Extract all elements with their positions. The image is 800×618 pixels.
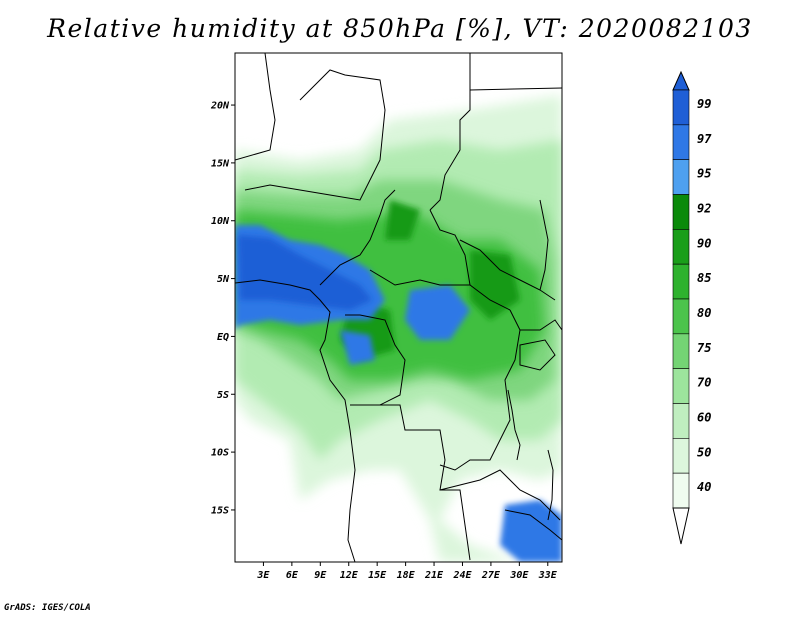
lat-tick-label: 5N [217, 274, 230, 285]
border-sudan-south [459, 239, 556, 301]
colorbar-level-label: 50 [697, 445, 711, 459]
colorbar-level-label: 95 [697, 167, 711, 181]
lat-tick-label: 20N [210, 101, 230, 112]
humidity-99-region [238, 235, 372, 310]
humidity-95-patch-south [500, 500, 562, 562]
colorbar: 99 97 95 92 90 85 80 75 70 60 50 40 [672, 70, 712, 545]
colorbar-level-label: 92 [697, 202, 711, 216]
border-car [369, 269, 511, 311]
border-kenya-uganda [520, 319, 562, 331]
border-niger-chad [244, 69, 386, 201]
colorbar-swatch [672, 333, 690, 369]
border-sudan-north [469, 87, 562, 91]
colorbar-swatch [672, 438, 690, 474]
lon-tick-label: 15E [368, 570, 387, 581]
border-congo-drc [345, 314, 406, 406]
lat-tick-label: 10N [211, 216, 230, 227]
colorbar-swatch [672, 403, 690, 439]
lon-tick-label: 6E [286, 570, 299, 581]
lon-tick-label: 12E [340, 570, 359, 581]
colorbar-swatch [672, 298, 690, 335]
lon-tick-label: 18E [397, 570, 416, 581]
colorbar-level-label: 85 [697, 271, 711, 285]
border-zambia [439, 469, 561, 521]
colorbar-swatch [672, 159, 690, 195]
humidity-field [235, 95, 562, 562]
border-angola [355, 404, 471, 561]
colorbar-level-label: 75 [697, 341, 711, 355]
lat-tick-label: EQ [217, 332, 229, 343]
latitude-axis: 20N 15N 10N 5N EQ 5S 10S 15S [210, 101, 235, 516]
humidity-95-patch-central [340, 285, 470, 365]
map-frame [234, 52, 563, 563]
colorbar-level-label: 99 [697, 97, 711, 111]
lon-tick-label: 21E [424, 570, 444, 581]
lat-tick-label: 15S [211, 505, 229, 516]
country-borders [235, 53, 562, 562]
lake-victoria [519, 339, 556, 371]
lon-tick-label: 33E [538, 570, 558, 581]
lat-tick-label: 10S [211, 448, 229, 459]
colorbar-level-label: 80 [697, 306, 711, 320]
chart-title: Relative humidity at 850hPa [%], VT: 202… [47, 14, 753, 43]
border-sahara-north [235, 53, 276, 161]
colorbar-swatch [672, 229, 690, 265]
lon-tick-label: 30E [509, 570, 529, 581]
colorbar-level-label: 60 [697, 411, 711, 425]
lat-tick-label: 5S [217, 390, 229, 401]
lat-tick-label: 15N [211, 158, 230, 169]
longitude-axis: 3E 6E 9E 12E 15E 18E 21E 24E 27E 30E 33E [256, 562, 558, 581]
colorbar-level-label: 90 [697, 236, 711, 250]
colorbar-swatch [672, 89, 690, 126]
colorbar-swatch [672, 472, 690, 509]
colorbar-swatch [672, 368, 690, 404]
colorbar-level-label: 70 [697, 376, 711, 390]
lon-tick-label: 3E [256, 570, 270, 581]
colorbar-swatch [672, 124, 690, 160]
lon-tick-label: 27E [481, 570, 501, 581]
lon-tick-label: 9E [314, 570, 327, 581]
colorbar-swatch [672, 194, 690, 230]
border-nigeria-cameroon [319, 189, 396, 286]
border-mozambique [504, 509, 562, 541]
border-libya-egypt [429, 53, 471, 211]
colorbar-top-arrow [672, 70, 690, 91]
border-drc-east [439, 309, 521, 471]
footer-credit: GrADS: IGES/COLA [4, 603, 91, 613]
lake-tanganyika [507, 389, 521, 461]
colorbar-level-label: 97 [697, 132, 712, 146]
colorbar-level-label: 40 [697, 480, 711, 494]
coastline-gulf-of-guinea [235, 279, 356, 562]
border-ethiopia [539, 199, 549, 291]
lake-malawi [547, 449, 554, 521]
colorbar-bottom-arrow [672, 507, 690, 545]
border-chad-sudan [429, 209, 471, 286]
lon-tick-label: 24E [452, 570, 472, 581]
colorbar-swatch [672, 263, 690, 300]
